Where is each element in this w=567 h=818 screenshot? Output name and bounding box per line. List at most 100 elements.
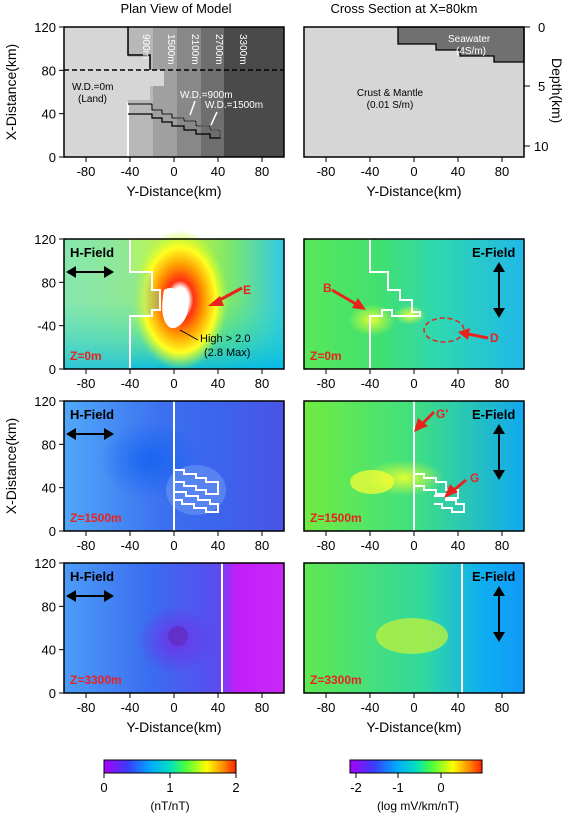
panel-field-label: E-Field (472, 569, 515, 584)
x-axis-tick-label: 80 (42, 275, 56, 290)
annotation-g: G (470, 471, 479, 485)
double-arrow-horizontal-icon (66, 428, 114, 440)
colorbar-h: 0 1 2 (nT/nT) (100, 759, 240, 813)
y-axis-tick-label: 0 (410, 376, 417, 391)
panel-field-label: H-Field (70, 407, 114, 422)
panel-field-label: H-Field (70, 245, 114, 260)
y-axis-tick-label: 40 (211, 164, 225, 179)
panel-z-label: Z=1500m (70, 511, 122, 525)
y-axis-tick-label: 40 (211, 700, 225, 715)
y-axis-tick-label: -40 (361, 164, 380, 179)
y-axis-tick-label: 0 (170, 376, 177, 391)
panel-z-label: Z=1500m (310, 511, 362, 525)
x-axis-tick-label: 80 (42, 63, 56, 78)
y-axis-tick-label: 80 (255, 700, 269, 715)
colorbar-h-tick-1: 1 (166, 780, 173, 795)
double-arrow-vertical-icon (493, 586, 505, 642)
y-axis-tick-label: -80 (77, 376, 96, 391)
y-axis-tick-label: -40 (121, 376, 140, 391)
panel-field-label: H-Field (70, 569, 114, 584)
colorbar-e-tick-neg2: -2 (350, 780, 362, 795)
x-axis-tick-label: 120 (34, 394, 56, 409)
y-axis-tick-label: 80 (255, 538, 269, 553)
y-axis-tick-label: -80 (77, 700, 96, 715)
strip-label-3300: 3300m (237, 34, 248, 65)
y-axis-tick-label: -40 (361, 538, 380, 553)
cross-section-panel: Seawater (4S/m) Crust & Mantle (0.01 S/m… (303, 20, 565, 158)
y-axis-tick-label: -40 (121, 538, 140, 553)
strip-label-900: 900m (140, 34, 151, 59)
wd1500-label: W.D.=1500m (205, 100, 263, 111)
x-axis-tick-label: 0 (49, 686, 56, 701)
panel-z-label: Z=0m (310, 349, 342, 363)
y-axis-tick-label: 80 (495, 538, 509, 553)
y-axis-tick-label: 80 (255, 164, 269, 179)
y-distance-axis-label-bottom-left: Y-Distance(km) (126, 719, 221, 735)
double-arrow-vertical-icon (493, 424, 505, 480)
y-axis-tick-label: 0 (410, 164, 417, 179)
x-axis-tick-label: -40 (37, 319, 56, 334)
y-axis-tick-label: -40 (361, 700, 380, 715)
y-axis-tick-label: -80 (317, 164, 336, 179)
panel-h-z0: H-Field Z=0m E High > 2.0 (2.8 Max) (63, 230, 285, 370)
y-axis-tick-label: 80 (255, 376, 269, 391)
y-axis-tick-label: 80 (495, 164, 509, 179)
x-axis-tick-label: 0 (49, 524, 56, 539)
y-distance-axis-label-section: Y-Distance(km) (366, 183, 461, 199)
y-axis-tick-label: -80 (77, 164, 96, 179)
strip-label-2100: 2100m (189, 34, 200, 65)
y-axis-tick-label: 40 (451, 376, 465, 391)
double-arrow-horizontal-icon (66, 266, 114, 278)
depth-tick-10: 10 (534, 139, 548, 154)
axes-group: -80 -40 0 40 80 0 40 80 120 -80 -40 0 40 80 -80 -40 0 40 8… (34, 20, 509, 715)
colorbar-h-unit: (nT/nT) (150, 799, 189, 813)
strip-label-1500: 1500m (165, 34, 176, 65)
colorbar-e-tick-0: 0 (437, 780, 444, 795)
x-axis-tick-label: 40 (42, 643, 56, 658)
y-axis-tick-label: 80 (495, 700, 509, 715)
x-axis-tick-label: 40 (42, 481, 56, 496)
strip-label-2700: 2700m (213, 34, 224, 65)
y-axis-tick-label: 40 (211, 376, 225, 391)
x-axis-tick-label: 40 (42, 107, 56, 122)
cross-section-title: Cross Section at X=80km (330, 1, 477, 16)
panel-e-z1500: E-Field Z=1500m G' G (303, 400, 525, 532)
x-axis-tick-label: 0 (49, 150, 56, 165)
plan-view-panel: 900m 1500m 2100m 2700m 3300m W.D.=0m (La… (63, 26, 285, 158)
colorbar-e: -2 -1 0 (log mV/km/nT) (349, 759, 483, 813)
y-axis-tick-label: 40 (451, 700, 465, 715)
wd0-label: W.D.=0m (72, 82, 113, 93)
seawater-label: Seawater (448, 34, 491, 45)
plan-view-title: Plan View of Model (120, 1, 231, 16)
depth-tick-5: 5 (538, 79, 545, 94)
annotation-e: E (243, 283, 251, 297)
y-axis-tick-label: 80 (495, 376, 509, 391)
panel-h-z1500: H-Field Z=1500m (63, 400, 285, 532)
x-axis-tick-label: 120 (34, 20, 56, 35)
depth-axis-label: Depth(km) (549, 58, 565, 123)
panel-e-z0: E-Field Z=0m B D (303, 238, 525, 370)
panel-z-label: Z=3300m (310, 673, 362, 687)
colorbar-h-tick-2: 2 (232, 780, 239, 795)
y-distance-axis-label-bottom-right: Y-Distance(km) (366, 719, 461, 735)
land-label: (Land) (78, 94, 107, 105)
y-axis-tick-label: 0 (170, 538, 177, 553)
y-axis-tick-label: 0 (410, 538, 417, 553)
seawater-cond-label: (4S/m) (456, 46, 486, 57)
panel-e-z3300: E-Field Z=3300m (303, 562, 525, 694)
y-axis-tick-label: -40 (121, 700, 140, 715)
y-axis-tick-label: 0 (170, 164, 177, 179)
panel-z-label: Z=0m (70, 349, 102, 363)
y-axis-tick-label: -40 (121, 164, 140, 179)
y-axis-tick-label: -80 (317, 376, 336, 391)
annotation-high: High > 2.0 (200, 333, 250, 345)
y-axis-tick-label: 40 (451, 538, 465, 553)
x-axis-tick-label: 80 (42, 599, 56, 614)
annotation-d: D (490, 331, 499, 345)
panel-field-label: E-Field (472, 245, 515, 260)
panel-h-z3300: H-Field Z=3300m (63, 562, 285, 694)
y-axis-tick-label: -40 (361, 376, 380, 391)
colorbar-e-tick-neg1: -1 (392, 780, 404, 795)
annotation-b: B (323, 281, 332, 295)
panel-z-label: Z=3300m (70, 673, 122, 687)
